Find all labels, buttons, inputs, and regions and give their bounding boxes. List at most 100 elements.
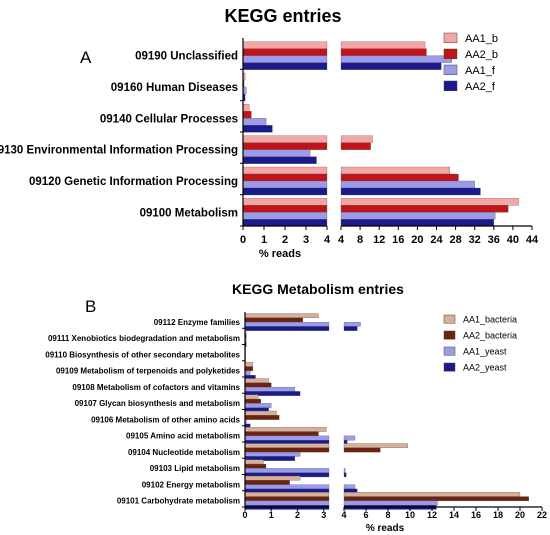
panel-label: A	[80, 48, 92, 67]
chart-panel-B: KEGG Metabolism entries B 09112 Enzyme fam…	[45, 281, 547, 534]
bar-AA1_yeast	[244, 321, 330, 327]
bar-AA1_bacteria	[244, 410, 277, 416]
bar-AA1_yeast-upper	[343, 321, 361, 327]
x-axis-label: % reads	[259, 248, 301, 260]
legend-swatch	[443, 64, 458, 75]
bar-AA1_bacteria	[244, 362, 254, 367]
legend-swatch	[443, 330, 456, 340]
bar-AA2_bacteria	[244, 463, 267, 469]
legend-swatch	[443, 346, 456, 356]
chart-title: KEGG Metabolism entries	[232, 281, 404, 297]
x-tick-label: 3	[303, 234, 309, 246]
legend-label: AA1_f	[465, 65, 496, 77]
x-tick-label: 1	[261, 234, 267, 246]
legend-label: AA2_b	[465, 49, 498, 61]
x-tick-label: 44	[526, 234, 539, 246]
bar-AA1_yeast	[244, 403, 272, 408]
bar-AA1_bacteria	[244, 313, 319, 318]
bar-AA1_b-upper	[340, 166, 451, 175]
x-tick-label: 28	[449, 234, 461, 246]
bar-AA2_f	[242, 219, 328, 227]
bar-AA2_bacteria-upper	[343, 447, 381, 453]
x-tick-label: 14	[449, 510, 459, 520]
category-label: 09190 Unclassified	[135, 51, 238, 63]
bar-AA1_b-upper	[340, 41, 426, 49]
category-label: 09160 Human Diseases	[111, 82, 238, 94]
bar-AA1_yeast	[244, 484, 330, 490]
x-tick-label: 8	[385, 510, 390, 520]
bar-AA1_bacteria	[244, 394, 259, 400]
bar-AA1_f	[242, 149, 311, 157]
x-tick-label: 16	[471, 510, 481, 520]
bar-AA2_bacteria	[244, 447, 330, 453]
bar-AA2_b	[242, 48, 328, 56]
panel-label: B	[85, 297, 96, 316]
x-tick-label: 12	[427, 510, 437, 520]
category-label: 09105 Amino acid metabolism	[126, 432, 240, 441]
legend-swatch	[443, 80, 458, 91]
category-label: 09106 Metabolism of other amino acids	[91, 415, 240, 424]
bar-AA2_f-upper	[340, 187, 481, 196]
category-label: 09130 Environmental Information Processi…	[0, 145, 238, 157]
x-tick-label: 18	[493, 510, 503, 520]
bar-AA1_yeast-upper	[343, 500, 438, 506]
category-label: 09108 Metabolism of cofactors and vitami…	[72, 383, 240, 392]
x-tick-label: 2	[295, 510, 300, 520]
bar-AA2_bacteria	[244, 431, 319, 437]
bar-AA1_yeast	[244, 500, 330, 506]
category-label: 09100 Metabolism	[140, 207, 238, 219]
category-label: 09109 Metabolism of terpenoids and polyk…	[56, 367, 241, 376]
bar-AA2_b-upper	[340, 142, 371, 150]
bar-AA2_bacteria	[244, 496, 330, 502]
bar-AA2_b	[242, 173, 328, 182]
x-tick-label: 40	[507, 234, 519, 246]
bar-AA1_b	[242, 198, 328, 206]
legend-swatch	[443, 32, 458, 43]
bar-AA1_yeast	[244, 386, 296, 392]
bar-AA1_f	[242, 212, 328, 220]
chart-title: KEGG entries	[224, 6, 341, 26]
bar-AA2_bacteria	[244, 480, 290, 485]
x-tick-label: 20	[411, 234, 423, 246]
x-tick-label: 3	[321, 510, 326, 520]
category-label: 09112 Enzyme families	[154, 318, 241, 327]
x-tick-label: 12	[373, 234, 385, 246]
bar-AA1_f-upper	[340, 180, 475, 189]
bar-AA2_bacteria	[244, 317, 303, 323]
bar-AA1_b	[242, 41, 328, 49]
x-tick-label: 2	[282, 234, 288, 246]
bar-AA1_yeast	[244, 468, 330, 473]
bar-AA2_bacteria-upper	[343, 496, 529, 502]
bar-AA2_yeast-upper	[343, 326, 358, 331]
bar-AA1_b	[242, 166, 328, 175]
bar-AA1_yeast-upper	[343, 468, 346, 473]
category-label: 09104 Nucleotide metabolism	[128, 448, 240, 457]
bar-AA2_f	[242, 187, 328, 196]
x-tick-label: 0	[240, 234, 246, 246]
x-tick-label: 4	[324, 234, 331, 246]
bar-AA2_bacteria	[244, 366, 254, 372]
bar-AA1_bacteria	[244, 443, 330, 448]
legend-label: AA1_yeast	[463, 347, 507, 357]
x-tick-label: 20	[515, 510, 525, 520]
bar-AA2_f	[242, 156, 317, 164]
x-tick-label: 6	[363, 510, 368, 520]
x-tick-label: 0	[242, 510, 247, 520]
bar-AA1_f	[242, 180, 328, 189]
bar-AA1_bacteria	[244, 427, 327, 432]
legend-swatch	[443, 48, 458, 59]
legend-swatch	[443, 314, 456, 324]
x-tick-label: 32	[469, 234, 481, 246]
bar-AA1_yeast-upper	[343, 435, 356, 441]
category-label: 09120 Genetic Information Processing	[29, 176, 238, 188]
bar-AA1_yeast-upper	[343, 484, 356, 490]
category-label: 09101 Carbohydrate metabolism	[117, 497, 240, 506]
x-tick-label: 4	[338, 234, 345, 246]
x-tick-label: 36	[488, 234, 500, 246]
legend-label: AA2_bacteria	[463, 331, 517, 341]
bar-AA2_f	[242, 125, 273, 133]
bar-AA2_b-upper	[340, 205, 509, 213]
bar-AA1_bacteria	[244, 459, 264, 465]
bar-AA2_f-upper	[340, 62, 442, 70]
bar-AA1_b-upper	[340, 135, 373, 143]
